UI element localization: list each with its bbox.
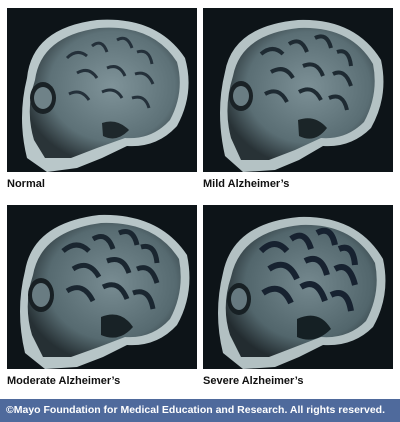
brain-mri-severe-image	[203, 205, 393, 369]
caption-severe-alzheimers: Severe Alzheimer’s	[203, 375, 304, 387]
copyright-footer: ©Mayo Foundation for Medical Education a…	[0, 399, 400, 422]
caption-mild-alzheimers: Mild Alzheimer’s	[203, 178, 290, 190]
mri-scan-moderate-alzheimers	[7, 205, 197, 369]
caption-moderate-alzheimers: Moderate Alzheimer’s	[7, 375, 121, 387]
caption-normal: Normal	[7, 178, 45, 190]
mri-scan-mild-alzheimers	[203, 8, 393, 172]
mri-scan-normal	[7, 8, 197, 172]
brain-mri-normal-image	[7, 8, 197, 172]
brain-mri-moderate-image	[7, 205, 197, 369]
mri-scan-severe-alzheimers	[203, 205, 393, 369]
brain-mri-mild-image	[203, 8, 393, 172]
copyright-text: ©Mayo Foundation for Medical Education a…	[6, 404, 386, 416]
